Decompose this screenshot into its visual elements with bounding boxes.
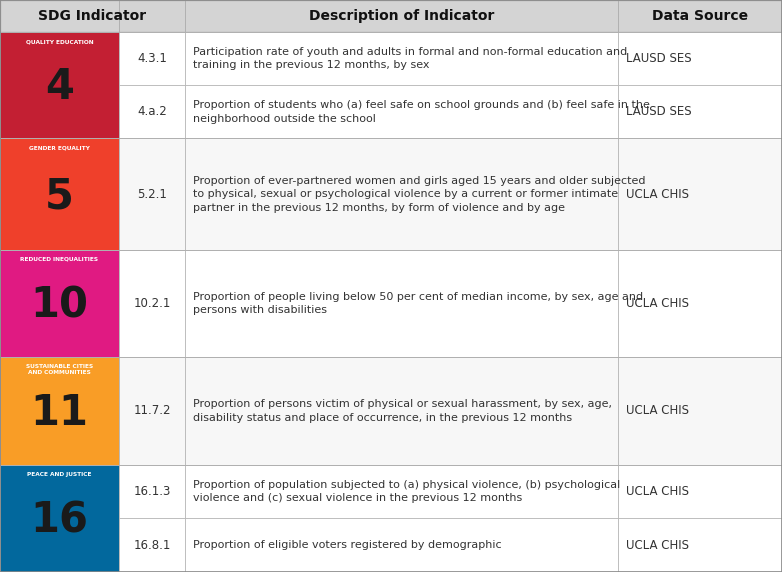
Text: 4.3.1: 4.3.1	[137, 52, 167, 65]
Bar	[0, 32, 119, 138]
Text: 10: 10	[30, 285, 88, 327]
Text: Description of Indicator: Description of Indicator	[309, 9, 494, 23]
Text: Proportion of people living below 50 per cent of median income, by sex, age and
: Proportion of people living below 50 per…	[193, 292, 643, 315]
Text: 11: 11	[30, 392, 88, 434]
Text: 5: 5	[45, 176, 74, 217]
Bar	[618, 357, 782, 464]
Text: Proportion of ever-partnered women and girls aged 15 years and older subjected
t: Proportion of ever-partnered women and g…	[193, 176, 645, 213]
Bar	[185, 85, 618, 138]
Text: QUALITY EDUCATION: QUALITY EDUCATION	[26, 39, 93, 44]
Bar	[0, 138, 782, 250]
Bar	[185, 464, 618, 518]
Bar	[618, 32, 782, 85]
Bar	[0, 32, 782, 138]
Bar	[119, 518, 185, 572]
Text: LAUSD SES: LAUSD SES	[626, 105, 691, 118]
Text: 16: 16	[30, 499, 88, 542]
Text: UCLA CHIS: UCLA CHIS	[626, 485, 689, 498]
Bar	[0, 464, 119, 572]
Text: 4: 4	[45, 66, 74, 108]
Bar	[119, 357, 185, 464]
Bar	[0, 250, 119, 357]
Bar	[618, 518, 782, 572]
Bar	[618, 250, 782, 357]
Text: UCLA CHIS: UCLA CHIS	[626, 404, 689, 418]
Text: REDUCED INEQUALITIES: REDUCED INEQUALITIES	[20, 257, 99, 262]
Text: UCLA CHIS: UCLA CHIS	[626, 297, 689, 310]
Bar	[185, 138, 618, 250]
Text: Proportion of population subjected to (a) physical violence, (b) psychological
v: Proportion of population subjected to (a…	[193, 480, 620, 503]
Text: 11.7.2: 11.7.2	[133, 404, 170, 418]
Bar	[119, 85, 185, 138]
Bar	[185, 250, 618, 357]
Bar	[185, 357, 618, 464]
Text: UCLA CHIS: UCLA CHIS	[626, 539, 689, 551]
Text: Data Source: Data Source	[652, 9, 748, 23]
Text: 10.2.1: 10.2.1	[133, 297, 170, 310]
Text: 5.2.1: 5.2.1	[137, 188, 167, 201]
Bar	[618, 464, 782, 518]
Bar	[119, 138, 185, 250]
Text: SUSTAINABLE CITIES
AND COMMUNITIES: SUSTAINABLE CITIES AND COMMUNITIES	[26, 364, 93, 375]
Text: SDG Indicator: SDG Indicator	[38, 9, 146, 23]
Bar	[0, 357, 119, 464]
Text: Proportion of students who (a) feel safe on school grounds and (b) feel safe in : Proportion of students who (a) feel safe…	[193, 100, 650, 124]
Bar	[119, 250, 185, 357]
Text: LAUSD SES: LAUSD SES	[626, 52, 691, 65]
Bar	[0, 357, 782, 464]
Bar	[0, 0, 782, 32]
Text: 16.8.1: 16.8.1	[133, 539, 170, 551]
Bar	[185, 32, 618, 85]
Bar	[0, 464, 782, 572]
Bar	[0, 250, 782, 357]
Text: Proportion of eligible voters registered by demographic: Proportion of eligible voters registered…	[193, 540, 501, 550]
Text: 16.1.3: 16.1.3	[133, 485, 170, 498]
Text: GENDER EQUALITY: GENDER EQUALITY	[29, 145, 90, 150]
Bar	[119, 464, 185, 518]
Text: Proportion of persons victim of physical or sexual harassment, by sex, age,
disa: Proportion of persons victim of physical…	[193, 399, 612, 423]
Text: UCLA CHIS: UCLA CHIS	[626, 188, 689, 201]
Bar	[0, 138, 119, 250]
Text: PEACE AND JUSTICE: PEACE AND JUSTICE	[27, 471, 91, 476]
Bar	[119, 32, 185, 85]
Bar	[618, 138, 782, 250]
Text: Participation rate of youth and adults in formal and non-formal education and
tr: Participation rate of youth and adults i…	[193, 47, 627, 70]
Bar	[618, 85, 782, 138]
Text: 4.a.2: 4.a.2	[137, 105, 167, 118]
Bar	[185, 518, 618, 572]
